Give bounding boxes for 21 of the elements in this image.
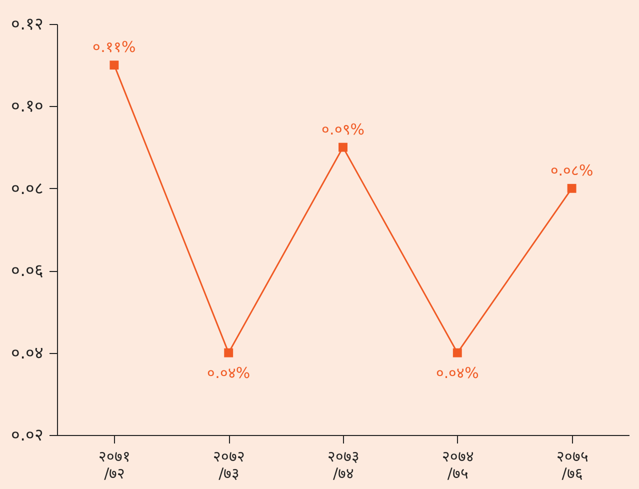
point bbox=[567, 184, 576, 193]
x-tick-label: २०७२/७३ bbox=[213, 448, 246, 482]
point bbox=[110, 60, 119, 70]
y-tick-label: ०.०४ bbox=[11, 343, 44, 364]
x-tick-label: २०७१/७२ bbox=[98, 448, 131, 482]
x-tick-label: २०७४/७५ bbox=[442, 448, 474, 482]
point bbox=[338, 142, 348, 152]
data-label: ०.०९% bbox=[321, 120, 365, 138]
data-label: ०.०४% bbox=[436, 364, 479, 382]
point bbox=[452, 348, 462, 358]
data-label: ०.११% bbox=[92, 38, 136, 56]
data-label: ०.०८% bbox=[550, 161, 594, 180]
y-tick-label: ०.०८ bbox=[11, 178, 44, 199]
y-tick-label: ०.०२ bbox=[11, 426, 44, 446]
y-tick-label: ०.१२ bbox=[11, 14, 44, 34]
point bbox=[224, 348, 234, 358]
data-label: ०.०४% bbox=[207, 364, 250, 382]
y-tick-label: ०.१० bbox=[11, 96, 44, 117]
x-tick-label: २०७३/७४ bbox=[328, 448, 360, 482]
y-tick-label: ०.०६ bbox=[11, 261, 44, 282]
x-tick-label: २०७५/७६ bbox=[556, 448, 588, 482]
